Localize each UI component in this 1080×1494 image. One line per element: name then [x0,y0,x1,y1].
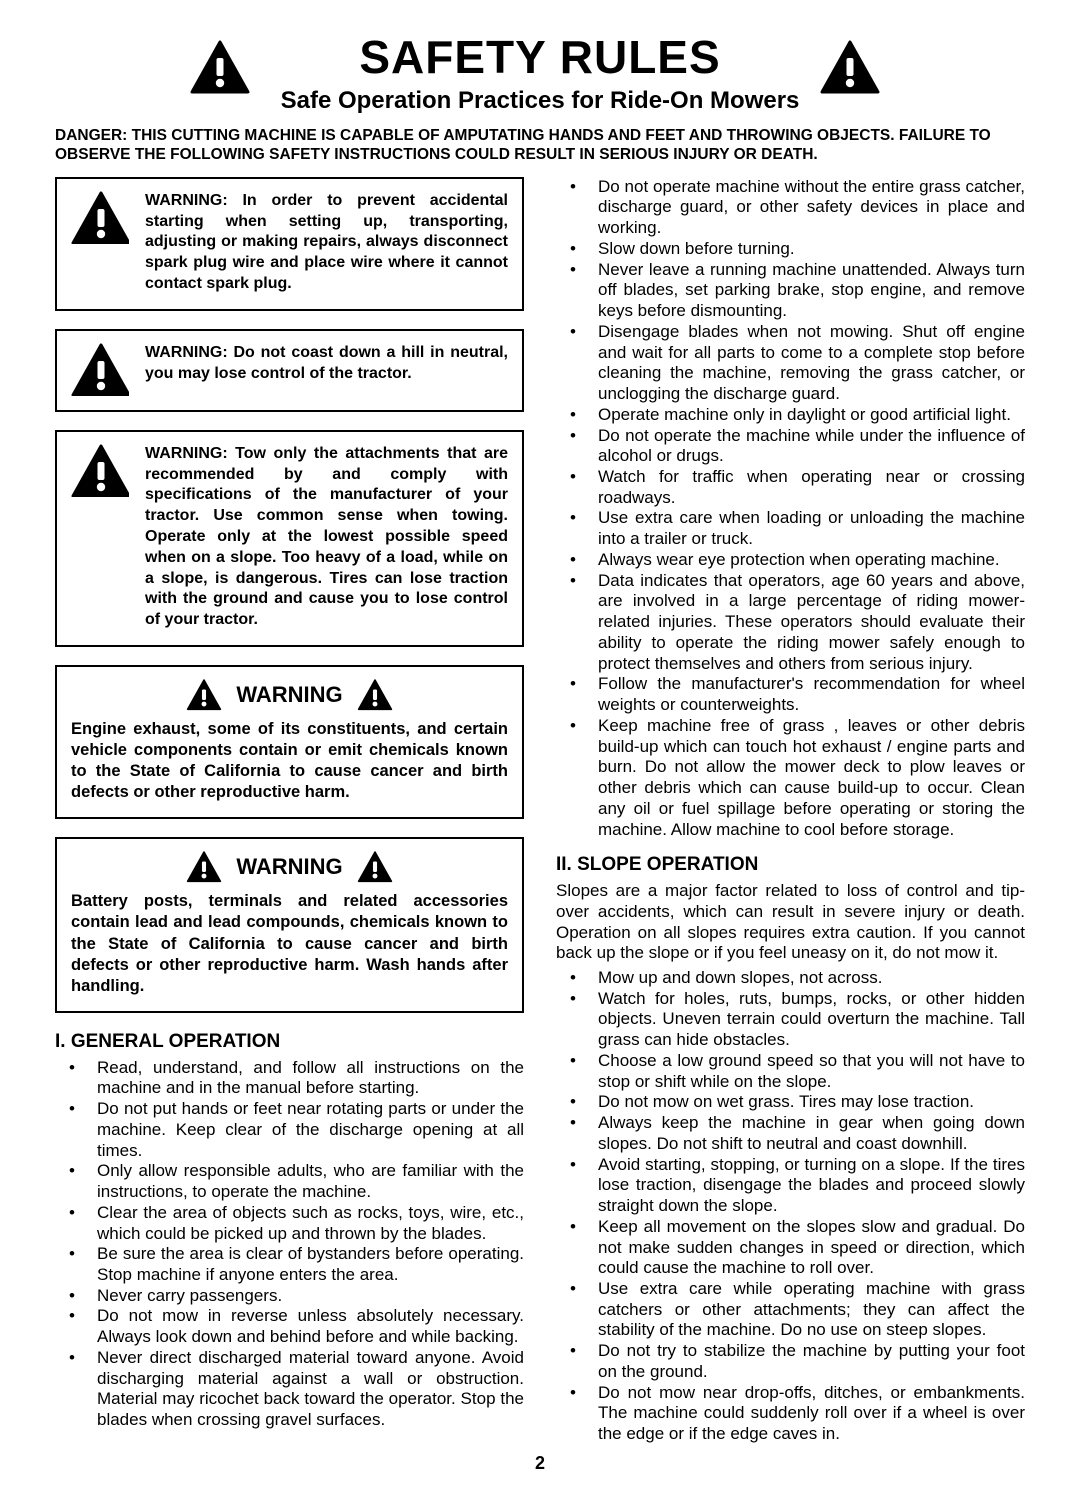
section-title-slope: II. SLOPE OPERATION [556,854,1025,877]
danger-text: DANGER: THIS CUTTING MACHINE IS CAPABLE … [55,126,1025,165]
left-column: WARNING: In order to prevent accidental … [55,177,524,1445]
rule-item: Do not put hands or feet near rotating p… [55,1099,524,1161]
rule-item: Watch for traffic when operating near or… [556,467,1025,508]
slope-rules: Mow up and down slopes, not across.Watch… [556,968,1025,1445]
rule-item: Never direct discharged material toward … [55,1348,524,1431]
rule-item: Do not operate machine without the entir… [556,177,1025,239]
rule-item: Read, understand, and follow all instruc… [55,1058,524,1099]
warning-icon [71,444,129,497]
rule-item: Use extra care while operating machine w… [556,1279,1025,1341]
rule-item: Keep all movement on the slopes slow and… [556,1217,1025,1279]
warning-icon [186,851,222,883]
warning-box-4: WARNING Engine exhaust, some of its cons… [55,665,524,819]
rule-item: Do not operate the machine while under t… [556,426,1025,467]
rule-item: Operate machine only in daylight or good… [556,405,1025,426]
general-rules-right: Do not operate machine without the entir… [556,177,1025,841]
page-number: 2 [55,1453,1025,1475]
warning-icon [357,851,393,883]
warning-text: WARNING: In order to prevent accidental … [145,191,508,295]
warning-label: WARNING [236,854,342,880]
rule-item: Do not mow near drop-offs, ditches, or e… [556,1383,1025,1445]
content-columns: WARNING: In order to prevent accidental … [55,177,1025,1445]
general-rules-left: Read, understand, and follow all instruc… [55,1058,524,1431]
warning-icon [357,679,393,711]
warning-icon [71,343,129,396]
rule-item: Never carry passengers. [55,1286,524,1307]
rule-item: Always keep the machine in gear when goi… [556,1113,1025,1154]
rule-item: Data indicates that operators, age 60 ye… [556,571,1025,675]
rule-item: Do not mow on wet grass. Tires may lose … [556,1092,1025,1113]
right-column: Do not operate machine without the entir… [556,177,1025,1445]
warning-icon [186,679,222,711]
warning-text: WARNING: Do not coast down a hill in neu… [145,343,508,385]
rule-item: Follow the manufacturer's recommendation… [556,674,1025,715]
rule-item: Do not mow in reverse unless absolutely … [55,1306,524,1347]
warning-box-3: WARNING: Tow only the attachments that a… [55,430,524,647]
rule-item: Mow up and down slopes, not across. [556,968,1025,989]
rule-item: Only allow responsible adults, who are f… [55,1161,524,1202]
warning-icon [820,40,880,95]
rule-item: Slow down before turning. [556,239,1025,260]
page-header: SAFETY RULES Safe Operation Practices fo… [55,30,1025,116]
rule-item: Disengage blades when not mowing. Shut o… [556,322,1025,405]
rule-item: Be sure the area is clear of bystanders … [55,1244,524,1285]
rule-item: Never leave a running machine unattended… [556,260,1025,322]
warning-box-1: WARNING: In order to prevent accidental … [55,177,524,311]
warning-text: Engine exhaust, some of its constituents… [71,719,508,803]
section-title-general: I. GENERAL OPERATION [55,1031,524,1054]
warning-box-2: WARNING: Do not coast down a hill in neu… [55,329,524,412]
warning-box-5: WARNING Battery posts, terminals and rel… [55,837,524,1013]
warning-text: WARNING: Tow only the attachments that a… [145,444,508,631]
warning-icon [71,191,129,244]
warning-label: WARNING [236,682,342,708]
rule-item: Clear the area of objects such as rocks,… [55,1203,524,1244]
rule-item: Use extra care when loading or unloading… [556,508,1025,549]
rule-item: Avoid starting, stopping, or turning on … [556,1155,1025,1217]
warning-text: Battery posts, terminals and related acc… [71,891,508,997]
rule-item: Do not try to stabilize the machine by p… [556,1341,1025,1382]
rule-item: Always wear eye protection when operatin… [556,550,1025,571]
rule-item: Choose a low ground speed so that you wi… [556,1051,1025,1092]
slope-intro: Slopes are a major factor related to los… [556,881,1025,964]
rule-item: Watch for holes, ruts, bumps, rocks, or … [556,989,1025,1051]
warning-icon [190,40,250,95]
rule-item: Keep machine free of grass , leaves or o… [556,716,1025,840]
